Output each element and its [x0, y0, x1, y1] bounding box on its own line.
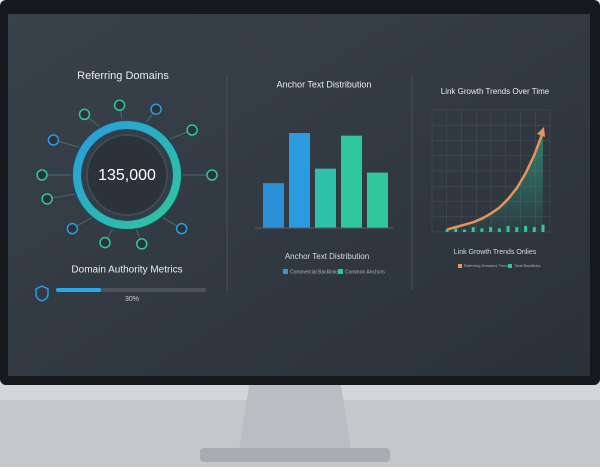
bar — [315, 168, 336, 228]
panel-title: Domain Authority Metrics — [71, 265, 182, 276]
bar — [506, 225, 510, 232]
line — [446, 131, 545, 231]
bar — [515, 227, 519, 232]
legend-swatch — [508, 264, 512, 268]
bar — [341, 135, 362, 228]
node-icon — [186, 124, 198, 136]
node-icon — [99, 236, 111, 249]
panel-title: Referring Domains — [77, 70, 169, 82]
node-icon — [47, 134, 60, 146]
arrow-head — [537, 126, 545, 137]
node-icon — [206, 169, 218, 181]
bar — [489, 227, 493, 232]
monitor-stand — [238, 380, 352, 455]
bar — [263, 183, 284, 228]
bar — [462, 229, 466, 232]
chart-title: Link Growth Trends Over Time — [441, 87, 550, 96]
bar — [471, 227, 475, 232]
ring — [73, 121, 181, 229]
bar — [541, 224, 545, 232]
chart-title: Anchor Text Distribution — [277, 79, 372, 89]
bar — [524, 225, 528, 232]
legend-label: Referring Domains Trend — [464, 263, 509, 268]
legend-swatch — [283, 269, 288, 274]
node-icon — [150, 103, 162, 115]
bar — [445, 229, 449, 232]
node-icon — [78, 108, 91, 121]
node-icon — [41, 193, 53, 205]
bar — [454, 228, 458, 232]
progress-fill — [56, 288, 101, 292]
progress-label: 30% — [125, 296, 139, 303]
legend-label: Common Anchors — [345, 269, 385, 275]
node-icon — [66, 222, 79, 235]
chart-subtitle: Link Growth Trends Onlies — [454, 249, 537, 256]
bar — [367, 172, 388, 228]
legend-swatch — [338, 269, 343, 274]
ring-inner — [86, 134, 168, 216]
node-icon — [36, 169, 48, 181]
node-icon — [113, 99, 126, 112]
stand-base — [200, 448, 390, 462]
bar — [289, 133, 310, 228]
area — [447, 131, 543, 232]
bar — [532, 227, 536, 232]
bar — [497, 228, 501, 232]
total-value: 135,000 — [98, 167, 156, 184]
chart-subtitle: Anchor Text Distribution — [285, 252, 369, 261]
legend-label: Total Backlinks — [514, 263, 540, 268]
shield-icon — [35, 285, 49, 302]
legend-swatch — [458, 264, 462, 268]
bar — [480, 228, 484, 232]
node-icon — [136, 238, 148, 250]
legend-label: Commercial Backlinks — [290, 269, 340, 275]
node-icon — [175, 222, 188, 235]
